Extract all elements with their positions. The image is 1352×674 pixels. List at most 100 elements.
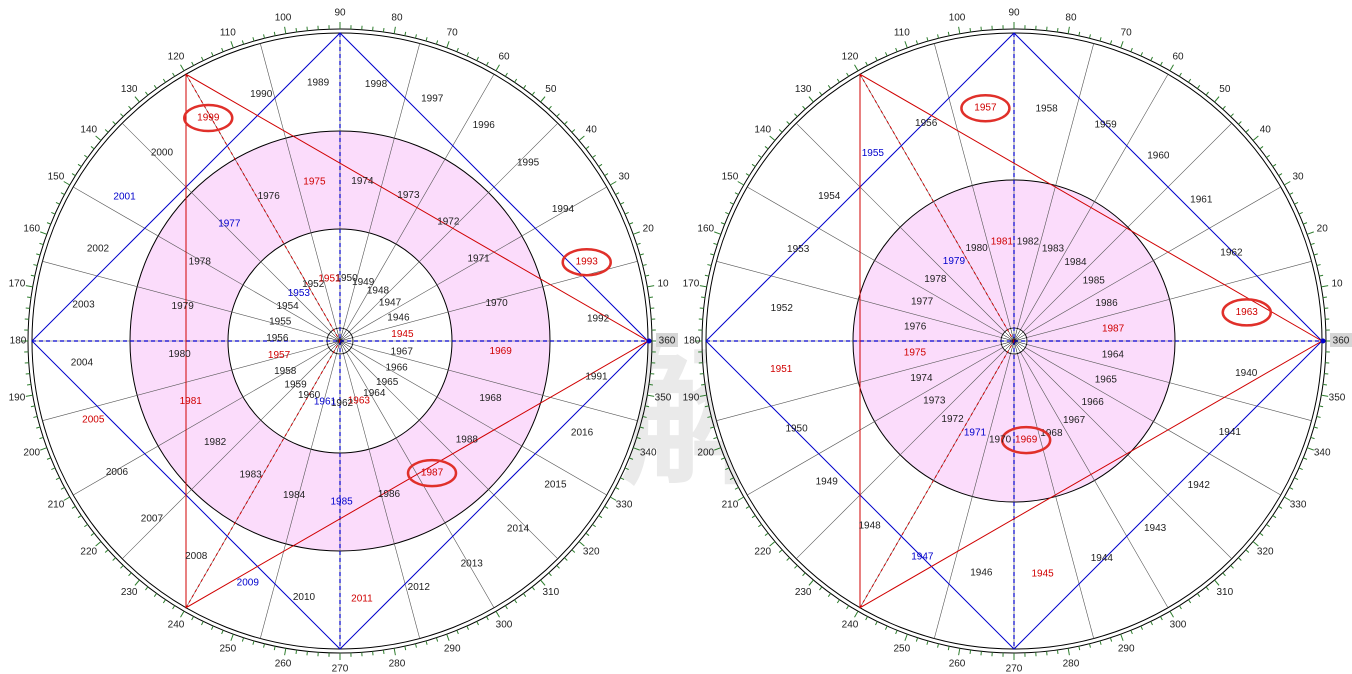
degree-tick (273, 31, 276, 36)
degree-tick (40, 447, 47, 451)
degree-tick (915, 40, 919, 45)
degree-label: 70 (1121, 27, 1133, 38)
degree-label: 210 (722, 500, 739, 511)
degree-tick (633, 231, 640, 235)
degree-tick (947, 646, 950, 651)
degree-tick (71, 505, 76, 509)
degree-tick (915, 637, 919, 642)
degree-tick (592, 523, 596, 528)
year-label: 1982 (1017, 237, 1040, 248)
degree-tick (1322, 296, 1327, 299)
degree-label: 280 (389, 659, 406, 670)
radial-spoke (73, 186, 341, 342)
year-label: 1982 (204, 437, 227, 448)
degree-tick (1120, 634, 1124, 641)
degree-label: 140 (754, 125, 771, 136)
hub-spoke (339, 328, 344, 342)
highlight-ellipse (1221, 298, 1273, 327)
degree-label: 160 (23, 223, 40, 234)
year-label: 2015 (544, 479, 567, 490)
degree-tick (84, 523, 88, 528)
year-label: 1992 (587, 314, 610, 325)
degree-label: 300 (1170, 620, 1187, 631)
degree-label: 50 (1219, 84, 1231, 95)
radial-spoke (185, 340, 341, 608)
degree-tick (1078, 646, 1081, 651)
degree-tick (263, 643, 266, 648)
year-label: 1979 (172, 301, 195, 312)
radial-spoke (1013, 186, 1281, 342)
degree-tick (162, 78, 166, 83)
radial-spoke (859, 340, 1015, 608)
degree-tick (495, 610, 500, 618)
year-label: 1986 (378, 489, 401, 500)
degree-tick (1109, 637, 1113, 642)
degree-tick (958, 648, 961, 656)
year-label: 2003 (72, 299, 95, 310)
degree-tick (1252, 541, 1259, 547)
degree-tick (60, 192, 65, 195)
degree-tick (295, 649, 298, 654)
marker-dot (1320, 338, 1326, 344)
degree-tick (769, 135, 776, 141)
year-label: 1988 (456, 435, 479, 446)
year-label: 1996 (473, 120, 496, 131)
year-label: 1948 (859, 520, 882, 531)
degree-tick (191, 61, 194, 66)
degree-label: 80 (391, 12, 403, 23)
degree-label: 250 (219, 644, 236, 655)
year-label: 1981 (180, 396, 203, 407)
radial-spoke (339, 122, 559, 342)
year-label: 1995 (517, 157, 540, 168)
degree-tick (624, 212, 629, 215)
year-label: 1985 (1083, 275, 1106, 286)
degree-tick (30, 405, 35, 408)
degree-tick (241, 40, 245, 45)
degree-tick (624, 467, 629, 470)
year-label: 1942 (1188, 480, 1211, 491)
degree-label: 50 (545, 84, 557, 95)
degree-tick (191, 616, 194, 621)
middle-ring: 1974 1973 1972 1971 1970 1969 1968 1988 1987 1986… (168, 176, 512, 507)
degree-tick (648, 383, 653, 386)
hub-spoke (330, 340, 341, 351)
degree-tick (1120, 41, 1124, 48)
year-label: 1957 (974, 103, 997, 114)
degree-tick (90, 532, 95, 536)
degree-tick (609, 496, 617, 501)
square-aspect (31, 32, 649, 650)
year-label: 2002 (87, 243, 110, 254)
degree-tick (284, 26, 287, 34)
degree-tick (263, 34, 266, 39)
degree-label: 120 (168, 51, 185, 62)
degree-tick (714, 231, 721, 235)
year-label: 1950 (335, 273, 358, 284)
year-label: 1958 (1036, 103, 1059, 114)
year-label: 1970 (989, 434, 1012, 445)
degree-tick (725, 467, 730, 470)
degree-tick (1205, 91, 1209, 96)
degree-label: 30 (618, 172, 630, 183)
year-label: 1985 (330, 496, 353, 507)
degree-tick (598, 515, 603, 519)
degree-tick (435, 637, 439, 642)
degree-tick (1316, 415, 1321, 418)
degree-tick (55, 202, 60, 205)
year-label: 1946 (387, 313, 410, 324)
degree-tick (1238, 121, 1242, 125)
degree-label: 320 (1257, 546, 1274, 557)
degree-tick (446, 634, 450, 641)
degree-tick (180, 610, 185, 618)
degree-tick (273, 646, 276, 651)
degree-label: 90 (1008, 8, 1020, 19)
year-label: 1979 (943, 256, 966, 267)
year-label: 2001 (113, 192, 136, 203)
degree-tick (25, 285, 33, 288)
degree-label: 270 (1006, 664, 1023, 674)
radial-spoke (1013, 260, 1312, 342)
radial-spoke (121, 340, 341, 560)
degree-tick (1321, 394, 1329, 397)
degree-tick (1289, 487, 1294, 490)
year-label: 1983 (1042, 244, 1065, 255)
degree-label: 350 (1329, 392, 1346, 403)
